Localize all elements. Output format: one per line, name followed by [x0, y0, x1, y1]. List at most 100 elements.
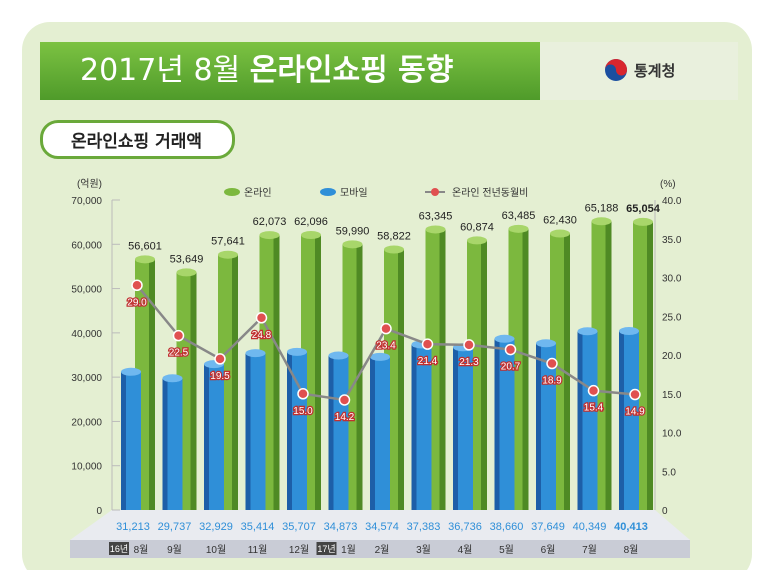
right-tick-label: 10.0	[662, 429, 682, 440]
rate-marker	[546, 357, 558, 370]
mobile-bar-side	[162, 378, 168, 510]
online-bar-top	[218, 250, 238, 259]
online-bar-side	[522, 228, 529, 510]
mobile-bar-side	[328, 355, 334, 510]
category-label: 4월	[458, 544, 473, 556]
rate-value-label: 22.5	[169, 348, 189, 359]
rate-value-label: 21.3	[459, 357, 479, 368]
category-label: 6월	[541, 544, 556, 556]
online-bar-side	[605, 221, 612, 510]
online-value-label: 57,641	[211, 236, 245, 248]
category-label: 7월	[582, 544, 597, 556]
online-bar-top	[342, 240, 363, 249]
legend-label: 온라인 전년동월비	[452, 187, 528, 199]
rate-value-label: 15.4	[584, 403, 604, 414]
mobile-bar-top	[121, 367, 141, 376]
left-tick-label: 50,000	[71, 285, 102, 296]
category-label: 12월	[289, 544, 309, 556]
online-bar-side	[190, 272, 197, 510]
legend-marker	[431, 188, 439, 196]
online-bar-top	[508, 224, 529, 233]
mobile-bar-side	[204, 364, 209, 510]
legend-swatch	[320, 188, 336, 196]
mobile-value-label: 35,707	[282, 521, 316, 533]
mobile-bar-top	[287, 347, 307, 356]
mobile-bar-top	[370, 352, 390, 361]
chart-floor	[70, 510, 690, 540]
logo: 통계청	[604, 58, 675, 82]
left-tick-label: 10,000	[71, 462, 102, 473]
rate-marker	[629, 388, 641, 401]
section-title: 온라인쇼핑 거래액	[40, 120, 236, 159]
mobile-value-label: 32,929	[199, 521, 233, 533]
online-bar-top	[591, 217, 612, 226]
logo-banner	[540, 42, 738, 100]
year-badge-label: 17년	[317, 544, 335, 554]
online-value-label: 62,430	[543, 215, 577, 227]
rate-marker	[504, 343, 517, 356]
logo-text: 통계청	[634, 61, 676, 80]
online-bar-top	[550, 229, 570, 238]
rate-marker	[255, 312, 268, 324]
year-badge	[316, 542, 337, 555]
left-tick-label: 0	[96, 506, 102, 517]
category-label: 2월	[375, 544, 390, 556]
rate-value-label: 23.4	[376, 341, 396, 352]
category-label: 8월	[624, 544, 639, 556]
rate-marker	[380, 322, 392, 335]
right-axis-unit: (%)	[660, 179, 676, 190]
online-value-label: 53,649	[170, 253, 204, 265]
mobile-bar-top	[577, 327, 598, 336]
left-tick-label: 70,000	[71, 196, 102, 207]
online-value-label: 59,990	[336, 225, 370, 237]
online-value-label: 63,345	[419, 210, 453, 222]
rate-marker	[172, 329, 185, 342]
mobile-bar-top	[245, 349, 266, 358]
mobile-value-label: 37,383	[407, 521, 441, 533]
mobile-bar-top	[536, 339, 556, 348]
online-bar-side	[398, 249, 404, 511]
left-tick-label: 30,000	[71, 373, 102, 384]
right-tick-label: 35.0	[662, 235, 682, 246]
right-tick-label: 5.0	[662, 467, 676, 478]
mobile-bar-side	[411, 344, 417, 510]
taegeuk-icon	[605, 59, 627, 81]
online-bar-side	[232, 254, 238, 510]
rate-value-label: 15.0	[293, 406, 313, 417]
rate-value-label: 14.9	[625, 407, 645, 418]
online-bar-top	[633, 217, 653, 226]
rate-value-label: 24.8	[252, 330, 272, 341]
rate-value-label: 19.5	[210, 371, 230, 382]
category-label: 5월	[499, 544, 514, 556]
rate-value-label: 18.9	[542, 376, 562, 387]
category-label: 1월	[341, 544, 356, 556]
online-bar-top	[384, 245, 404, 254]
online-value-label: 62,073	[253, 216, 287, 228]
rate-marker	[214, 353, 226, 365]
right-tick-label: 0	[662, 506, 668, 517]
mobile-value-label: 29,737	[158, 521, 192, 533]
online-value-label: 65,054	[626, 203, 661, 215]
category-label: 11월	[248, 544, 268, 556]
category-label: 9월	[167, 544, 182, 556]
page-title: 2017년 8월 온라인쇼핑 동향	[80, 50, 453, 92]
title-banner	[40, 42, 540, 100]
category-label: 8월	[134, 544, 149, 556]
category-axis-band	[70, 540, 690, 558]
rate-value-label: 20.7	[501, 362, 521, 373]
mobile-bar-side	[121, 371, 126, 510]
right-tick-label: 40.0	[662, 196, 682, 207]
online-bar-side	[273, 235, 280, 510]
year-badge	[109, 542, 129, 555]
mobile-bar-top	[494, 334, 515, 343]
online-bar-side	[647, 221, 653, 510]
online-value-label: 63,485	[502, 210, 536, 222]
online-bar-side	[481, 240, 487, 510]
rate-marker	[421, 338, 434, 350]
mobile-bar-side	[536, 343, 541, 510]
mobile-bar-side	[370, 356, 375, 510]
mobile-value-label: 31,213	[116, 521, 150, 533]
category-label: 3월	[416, 544, 431, 556]
mobile-bar-top	[162, 374, 183, 383]
